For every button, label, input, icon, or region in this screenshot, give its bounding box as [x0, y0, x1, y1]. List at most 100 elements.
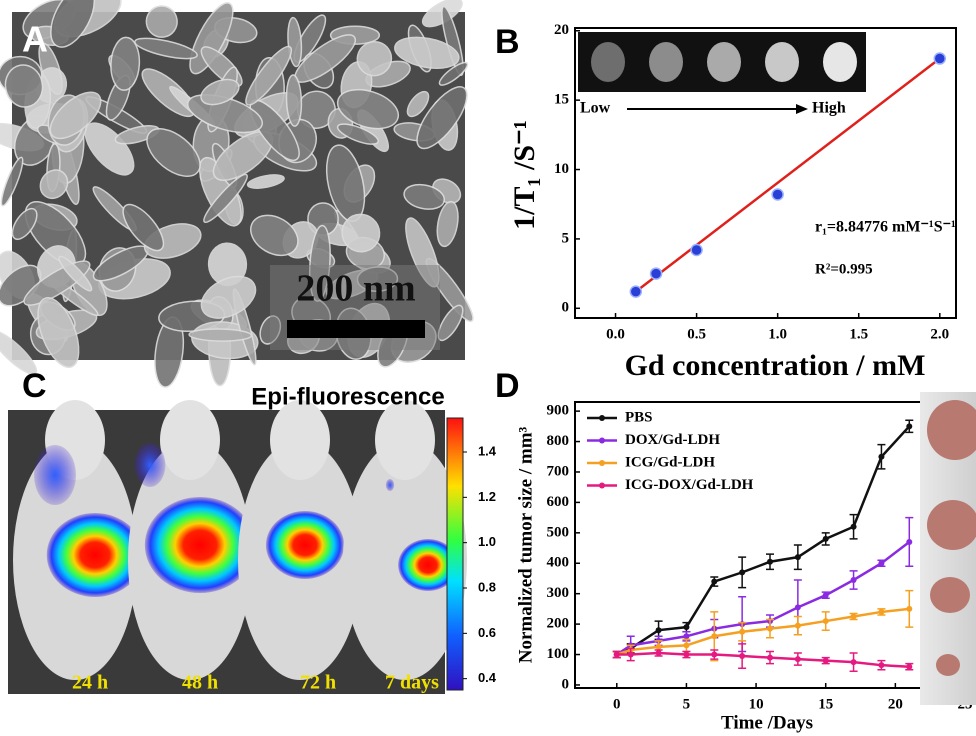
mouse-head — [160, 400, 220, 480]
point — [823, 618, 829, 624]
mri-sample — [591, 42, 625, 82]
y-tick-label: 15 — [554, 92, 569, 108]
y-tick-label: 10 — [554, 161, 569, 177]
x-tick-label: 20 — [888, 696, 903, 712]
point — [739, 569, 745, 575]
x-tick-label: 10 — [749, 696, 764, 712]
point — [628, 652, 634, 658]
time-label: 7 days — [385, 672, 439, 694]
charts: 0.0 0.5 1.0 1.5 2.0 0 5 10 15 20 B Gd concentration… — [495, 22, 973, 733]
heat-spot — [34, 445, 76, 505]
y-tick-label: 300 — [547, 585, 570, 601]
panel-label: C — [22, 367, 47, 405]
y-tick-label: 5 — [562, 230, 570, 246]
colorbar — [447, 418, 463, 690]
y-tick-label: 200 — [547, 616, 570, 632]
chart: 05101520250100200300400500600700800900DT… — [495, 367, 973, 733]
y-tick-label: 100 — [547, 646, 570, 662]
x-tick-label: 0.5 — [687, 326, 706, 342]
point — [772, 189, 783, 200]
x-tick-label: 0.0 — [606, 326, 625, 342]
inset-high: High — [812, 100, 846, 117]
legend-label: ICG-DOX/Gd-LDH — [625, 477, 754, 493]
time-label: 48 h — [182, 672, 218, 694]
annotation: r₁=8.84776 mM⁻¹S⁻¹ — [815, 219, 956, 236]
heat-spot — [386, 479, 394, 491]
x-tick-label: 2.0 — [930, 326, 949, 342]
mri-sample — [707, 42, 741, 82]
point — [683, 652, 689, 658]
point — [878, 609, 884, 615]
x-tick-label: 5 — [683, 696, 691, 712]
image-title: Epi-fluorescence — [251, 383, 444, 410]
colorbar-tick-label: 0.8 — [478, 579, 496, 594]
point — [767, 626, 773, 632]
inset-low: Low — [580, 100, 611, 117]
point — [656, 627, 662, 633]
y-tick-label: 400 — [547, 555, 570, 571]
point — [823, 658, 829, 664]
x-axis-label: Gd concentration / mM — [625, 349, 926, 382]
point — [614, 652, 620, 658]
point — [739, 653, 745, 659]
point — [934, 53, 945, 64]
y-tick-label: 600 — [547, 494, 570, 510]
point — [823, 592, 829, 598]
point — [683, 633, 689, 639]
point — [878, 454, 884, 460]
tumor — [930, 577, 970, 613]
mri-sample — [765, 42, 799, 82]
point — [795, 554, 801, 560]
x-tick-label: 1.0 — [768, 326, 787, 342]
mouse-head — [270, 400, 330, 480]
point — [823, 536, 829, 542]
figure: A 200 nm C Epi-fluorescence 0.00.51.01.5… — [0, 0, 976, 736]
scale-bar-label: 200 nm — [296, 268, 415, 310]
legend-label: ICG/Gd-LDH — [625, 454, 715, 470]
legend-label: DOX/Gd-LDH — [625, 432, 720, 448]
y-tick-label: 800 — [547, 433, 570, 449]
legend-marker — [599, 438, 605, 444]
y-axis-label: 1/T₁ /S⁻¹ — [508, 120, 541, 230]
series-line — [617, 542, 910, 655]
legend-marker — [599, 483, 605, 489]
point — [906, 423, 912, 429]
point — [906, 606, 912, 612]
point — [656, 644, 662, 650]
point — [767, 655, 773, 661]
y-axis-label: Normalized tumor size / mm³ — [515, 426, 536, 663]
fit-line — [636, 59, 940, 292]
annotation: R²=0.995 — [815, 261, 873, 277]
x-tick-label: 0 — [613, 696, 621, 712]
colorbar-tick-label: 1.0 — [478, 534, 496, 549]
point — [656, 650, 662, 656]
y-tick-label: 0 — [562, 300, 570, 316]
y-tick-label: 500 — [547, 524, 570, 540]
mri-sample — [649, 42, 683, 82]
y-tick-label: 700 — [547, 463, 570, 479]
colorbar-tick-label: 0.6 — [478, 625, 496, 640]
point — [906, 539, 912, 545]
point — [795, 623, 801, 629]
time-label: 24 h — [72, 672, 108, 694]
point — [711, 633, 717, 639]
point — [851, 524, 857, 530]
panel-label: D — [495, 367, 520, 405]
point — [739, 629, 745, 635]
point — [851, 659, 857, 665]
heat-spot — [266, 511, 344, 579]
inset-arrowhead — [796, 104, 808, 114]
legend-label: PBS — [625, 409, 653, 425]
point — [851, 577, 857, 583]
point — [795, 656, 801, 662]
tumor — [936, 654, 960, 676]
y-tick-label: 20 — [554, 22, 569, 38]
panel-label: B — [495, 23, 520, 61]
x-tick-label: 1.5 — [849, 326, 868, 342]
colorbar-tick-label: 1.4 — [478, 443, 497, 458]
y-tick-label: 0 — [562, 676, 570, 692]
time-label: 72 h — [300, 672, 336, 694]
chart: 0.0 0.5 1.0 1.5 2.0 0 5 10 15 20 B Gd concentration… — [495, 22, 956, 382]
colorbar-tick-label: 0.4 — [478, 670, 497, 685]
point — [767, 559, 773, 565]
